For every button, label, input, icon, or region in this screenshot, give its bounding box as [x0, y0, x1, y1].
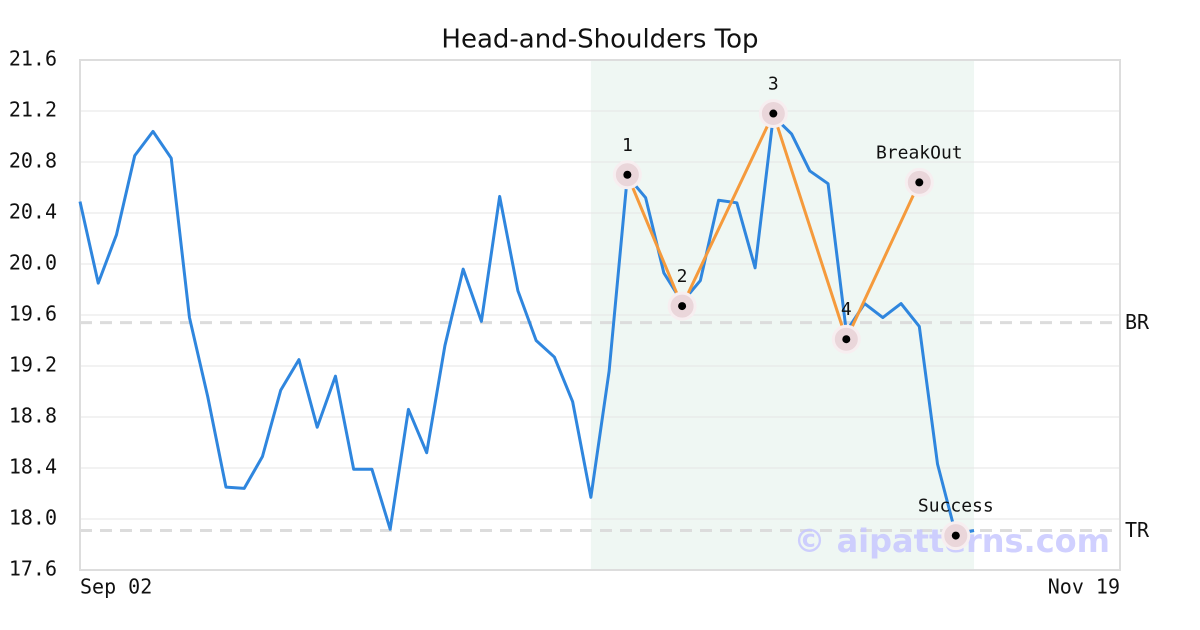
y-tick-label: 21.2 [9, 98, 57, 122]
pivot-dot [915, 178, 924, 187]
pivot-label: BreakOut [876, 142, 963, 163]
pivot-dot [842, 335, 851, 344]
chart-title: Head-and-Shoulders Top [441, 25, 758, 55]
pivot-label: 3 [768, 74, 779, 95]
pivot-dot [623, 170, 632, 179]
plot-frame [79, 59, 1121, 571]
pivot-dot [951, 531, 960, 540]
x-tick-label: Sep 02 [80, 575, 152, 599]
y-tick-label: 19.6 [9, 302, 57, 326]
pivot-label: Success [918, 496, 994, 517]
y-tick-label: 18.8 [9, 404, 57, 428]
x-tick-label: Nov 19 [1048, 575, 1120, 599]
pivot-label: 2 [677, 266, 688, 287]
y-tick-label: 20.8 [9, 149, 57, 173]
price-line [78, 114, 975, 536]
y-tick-label: 21.6 [9, 47, 57, 71]
pivot-label: 1 [622, 135, 633, 156]
pivot-dot [769, 109, 778, 118]
level-label: BR [1125, 310, 1150, 334]
y-tick-label: 17.6 [9, 557, 57, 581]
y-tick-label: 20.0 [9, 251, 57, 275]
y-tick-label: 19.2 [9, 353, 57, 377]
y-tick-label: 18.4 [9, 455, 57, 479]
pivot-dot [678, 302, 687, 311]
pivot-label: 4 [841, 299, 852, 320]
y-tick-label: 20.4 [9, 200, 57, 224]
y-tick-label: 18.0 [9, 506, 57, 530]
level-label: TR [1125, 518, 1150, 542]
